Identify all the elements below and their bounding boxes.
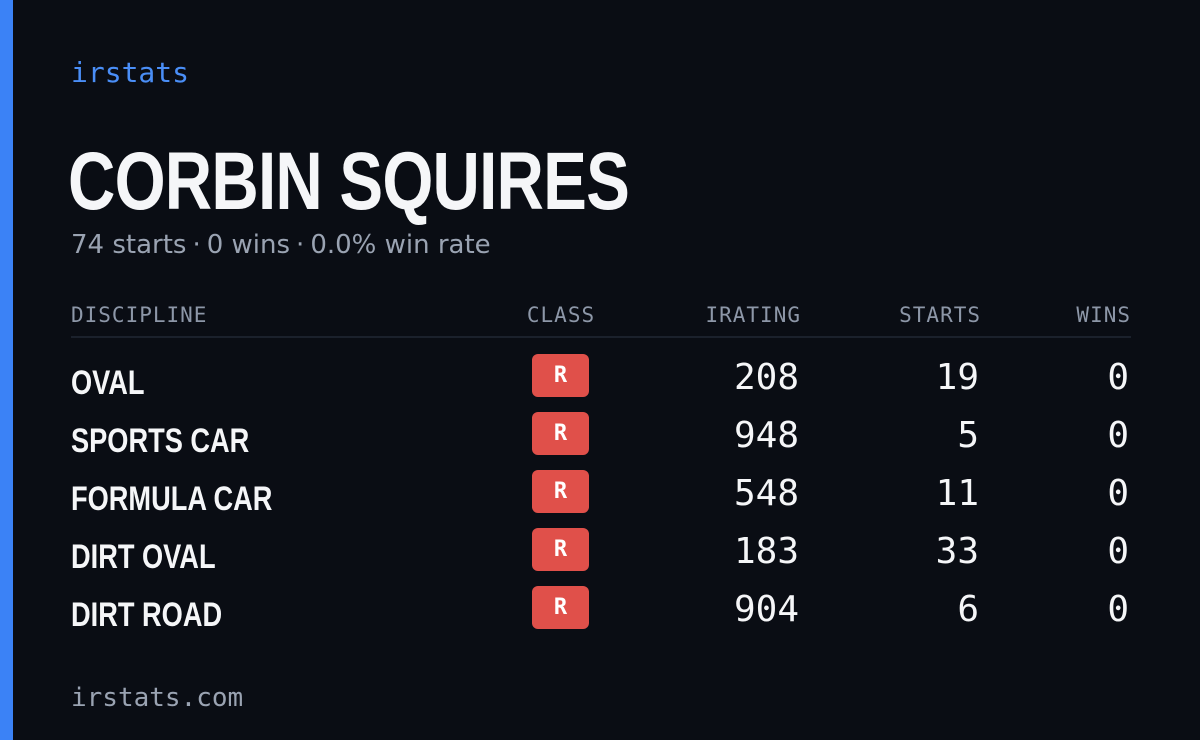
irating-value: 904 bbox=[733, 589, 799, 630]
discipline-name: FORMULA CAR bbox=[71, 480, 273, 518]
header-wins: WINS bbox=[1076, 303, 1131, 327]
wins-value: 0 bbox=[1107, 473, 1129, 514]
summary-separator: · bbox=[296, 230, 305, 260]
irating-value: 183 bbox=[733, 531, 799, 572]
starts-value: 11 bbox=[935, 473, 979, 514]
wins-summary: 0 wins bbox=[206, 230, 291, 260]
header-starts: STARTS bbox=[899, 303, 981, 327]
footer-url: irstats.com bbox=[71, 683, 244, 713]
discipline-name: OVAL bbox=[71, 364, 145, 402]
irating-value: 208 bbox=[733, 357, 799, 398]
table-row: OVAL R 208 19 0 bbox=[71, 349, 1131, 407]
table-row: FORMULA CAR R 548 11 0 bbox=[71, 465, 1131, 523]
header-class: CLASS bbox=[526, 303, 596, 327]
class-badge: R bbox=[532, 586, 589, 629]
win-rate-summary: 0.0% win rate bbox=[310, 230, 491, 260]
class-badge: R bbox=[532, 470, 589, 513]
table-row: DIRT ROAD R 904 6 0 bbox=[71, 581, 1131, 639]
wins-value: 0 bbox=[1107, 357, 1129, 398]
irating-value: 948 bbox=[733, 415, 799, 456]
header-discipline: DISCIPLINE bbox=[71, 303, 208, 327]
stats-table-header: DISCIPLINE CLASS IRATING STARTS WINS bbox=[71, 298, 1131, 338]
summary-separator: · bbox=[192, 230, 201, 260]
starts-value: 19 bbox=[935, 357, 979, 398]
brand-logo-text: irstats bbox=[71, 56, 190, 89]
table-row: DIRT OVAL R 183 33 0 bbox=[71, 523, 1131, 581]
wins-value: 0 bbox=[1107, 589, 1129, 630]
driver-name: CORBIN SQUIRES bbox=[68, 136, 630, 227]
starts-value: 5 bbox=[957, 415, 979, 456]
irating-value: 548 bbox=[733, 473, 799, 514]
discipline-name: DIRT ROAD bbox=[71, 596, 223, 634]
starts-value: 6 bbox=[957, 589, 979, 630]
header-irating: IRATING bbox=[705, 303, 801, 327]
class-badge: R bbox=[532, 412, 589, 455]
wins-value: 0 bbox=[1107, 531, 1129, 572]
accent-bar bbox=[0, 0, 13, 740]
class-badge: R bbox=[532, 528, 589, 571]
discipline-name: SPORTS CAR bbox=[71, 422, 250, 460]
wins-value: 0 bbox=[1107, 415, 1129, 456]
starts-summary: 74 starts bbox=[71, 230, 187, 260]
class-badge: R bbox=[532, 354, 589, 397]
discipline-name: DIRT OVAL bbox=[71, 538, 216, 576]
starts-value: 33 bbox=[935, 531, 979, 572]
driver-summary: 74 starts · 0 wins · 0.0% win rate bbox=[71, 228, 491, 262]
table-row: SPORTS CAR R 948 5 0 bbox=[71, 407, 1131, 465]
stats-table-body: OVAL R 208 19 0 SPORTS CAR R 948 5 0 FOR… bbox=[71, 349, 1131, 639]
